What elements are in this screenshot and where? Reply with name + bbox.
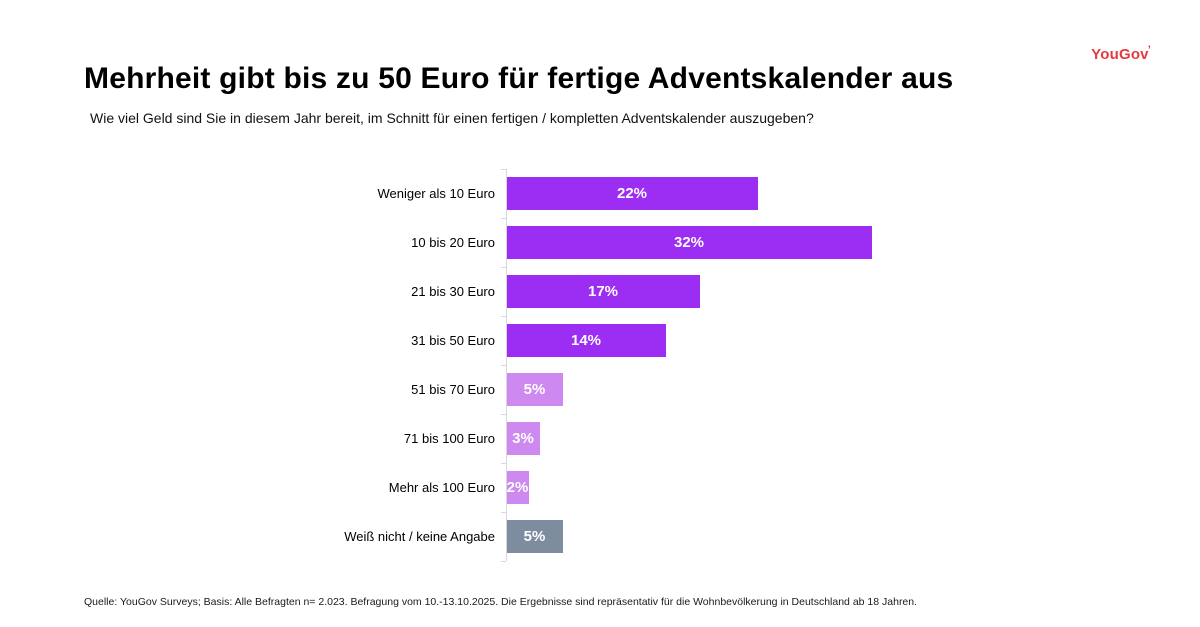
axis-tick	[501, 561, 506, 562]
bar-area: 14%	[506, 316, 1144, 365]
bar-value-label: 5%	[523, 381, 546, 398]
bar-value-label: 14%	[570, 332, 602, 349]
bar-value-label: 22%	[616, 185, 648, 202]
bar: 14%	[506, 324, 666, 357]
chart-row: 71 bis 100 Euro 3%	[84, 414, 1144, 463]
bar-area: 3%	[506, 414, 1144, 463]
bar-value-label: 3%	[512, 430, 534, 447]
category-label: Weiß nicht / keine Angabe	[344, 529, 495, 544]
chart-row: 21 bis 30 Euro 17%	[84, 267, 1144, 316]
axis-tick	[501, 218, 506, 219]
bar-area: 17%	[506, 267, 1144, 316]
chart-row: 51 bis 70 Euro 5%	[84, 365, 1144, 414]
bar: 32%	[506, 226, 872, 259]
category-label: 21 bis 30 Euro	[411, 284, 495, 299]
chart-rows: Weniger als 10 Euro 22% 10 bis 20 Euro 3…	[84, 169, 1144, 561]
bar-area: 5%	[506, 365, 1144, 414]
bar: 2%	[506, 471, 529, 504]
y-axis-line	[506, 169, 507, 561]
yougov-logo-text: YouGov	[1091, 46, 1149, 63]
source-note: Quelle: YouGov Surveys; Basis: Alle Befr…	[84, 596, 918, 608]
chart-row: Weiß nicht / keine Angabe 5%	[84, 512, 1144, 561]
survey-question: Wie viel Geld sind Sie in diesem Jahr be…	[90, 110, 814, 126]
yougov-logo: YouGov’	[1091, 44, 1151, 63]
bar: 5%	[506, 373, 563, 406]
category-label: 51 bis 70 Euro	[411, 382, 495, 397]
axis-tick	[501, 463, 506, 464]
chart-row: Weniger als 10 Euro 22%	[84, 169, 1144, 218]
page-title: Mehrheit gibt bis zu 50 Euro für fertige…	[84, 62, 954, 96]
bar: 5%	[506, 520, 563, 553]
category-label: 10 bis 20 Euro	[411, 235, 495, 250]
bar-area: 5%	[506, 512, 1144, 561]
bar-area: 2%	[506, 463, 1144, 512]
axis-tick	[501, 169, 506, 170]
bar: 3%	[506, 422, 540, 455]
axis-tick	[501, 316, 506, 317]
axis-tick	[501, 267, 506, 268]
bar-area: 22%	[506, 169, 1144, 218]
bar: 22%	[506, 177, 758, 210]
category-label: 71 bis 100 Euro	[403, 431, 495, 446]
axis-tick	[501, 365, 506, 366]
axis-tick	[501, 414, 506, 415]
bar-area: 32%	[506, 218, 1144, 267]
category-label: 31 bis 50 Euro	[411, 333, 495, 348]
chart-row: 10 bis 20 Euro 32%	[84, 218, 1144, 267]
bar-chart: Weniger als 10 Euro 22% 10 bis 20 Euro 3…	[84, 169, 1144, 562]
bar-value-label: 2%	[506, 479, 529, 496]
bar-value-label: 5%	[523, 528, 546, 545]
bar-value-label: 32%	[673, 234, 705, 251]
chart-row: 31 bis 50 Euro 14%	[84, 316, 1144, 365]
chart-row: Mehr als 100 Euro 2%	[84, 463, 1144, 512]
axis-tick	[501, 512, 506, 513]
category-label: Mehr als 100 Euro	[388, 480, 495, 495]
bar-value-label: 17%	[587, 283, 619, 300]
bar: 17%	[506, 275, 700, 308]
yougov-logo-apostrophe-mark: ’	[1147, 44, 1151, 56]
category-label: Weniger als 10 Euro	[377, 186, 495, 201]
